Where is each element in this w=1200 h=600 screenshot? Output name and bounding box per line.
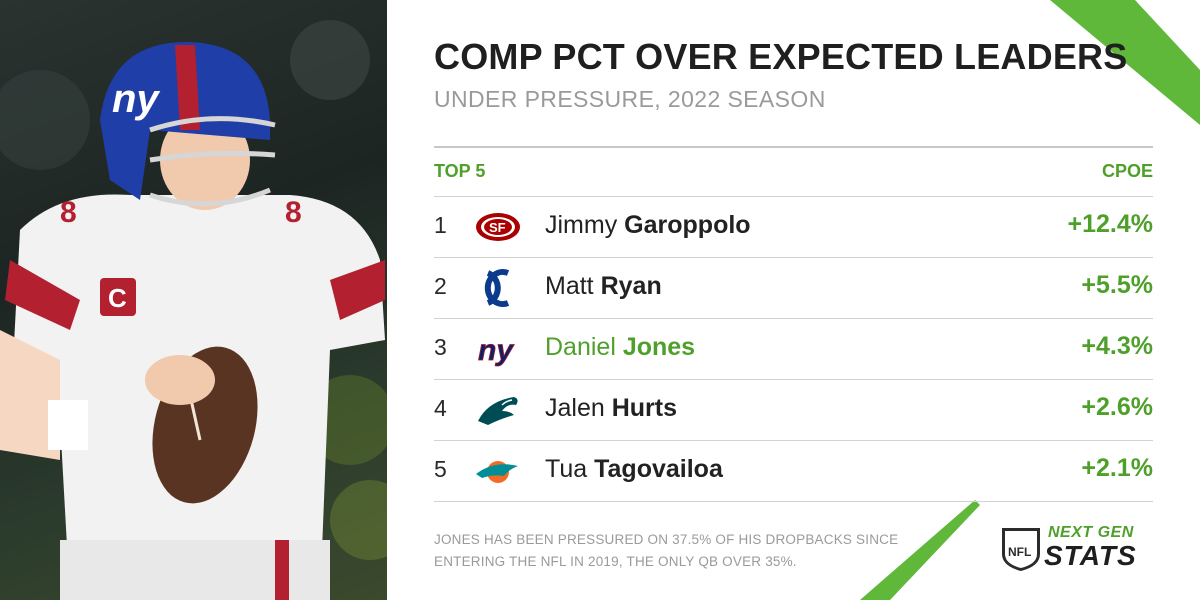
brand-next-gen: NEXT GEN <box>1048 524 1134 541</box>
table-header-top5: TOP 5 <box>434 161 486 181</box>
cpoe-value: +2.1% <box>1081 454 1153 482</box>
table-header-cpoe: CPOE <box>1101 161 1153 181</box>
header-divider <box>434 146 1153 148</box>
nfl-shield-text: NFL <box>1008 545 1031 559</box>
svg-text:ny: ny <box>478 334 514 367</box>
player-last-name: Hurts <box>611 394 678 422</box>
player-name: Jalen Hurts <box>545 394 677 423</box>
page-title: COMP PCT OVER EXPECTED LEADERS <box>434 36 1128 77</box>
49ers-logo-icon: SF <box>476 213 520 241</box>
table-row: 1 SF Jimmy Garoppolo +12.4% <box>434 196 1153 257</box>
player-last-name: Tagovailoa <box>594 455 723 483</box>
shoulder-number-left: 8 <box>60 196 77 229</box>
table-row: 5 Tua Tagovailoa +2.1% <box>434 440 1153 502</box>
rank: 1 <box>434 212 447 238</box>
cpoe-value: +5.5% <box>1081 271 1153 299</box>
player-name: Matt Ryan <box>545 272 662 301</box>
player-last-name: Jones <box>622 333 696 361</box>
player-first-name: Jimmy <box>545 211 618 239</box>
player-first-name: Jalen <box>545 394 605 422</box>
footnote: JONES HAS BEEN PRESSURED ON 37.5% OF HIS… <box>434 532 899 569</box>
player-name: Tua Tagovailoa <box>545 455 723 484</box>
captain-patch <box>100 278 136 316</box>
brand-stats: STATS <box>1044 540 1137 571</box>
table-row: 4 Jalen Hurts +2.6% <box>434 379 1153 440</box>
shoulder-number-right: 8 <box>285 196 302 229</box>
dolphins-logo-icon <box>476 461 518 483</box>
corner-accent-top <box>1050 0 1200 125</box>
table-row: 2 Matt Ryan +5.5% <box>434 257 1153 318</box>
rank: 3 <box>434 334 447 360</box>
cpoe-value: +4.3% <box>1081 332 1153 360</box>
rank: 2 <box>434 273 447 299</box>
rank: 4 <box>434 395 447 421</box>
leaders-table: 1 SF Jimmy Garoppolo +12.4% 2 Matt Ryan … <box>434 196 1153 502</box>
player-name: Daniel Jones <box>545 333 695 362</box>
page-subtitle: UNDER PRESSURE, 2022 SEASON <box>434 86 826 112</box>
colts-logo-icon <box>484 269 510 307</box>
table-row-highlighted: 3 ny Daniel Jones +4.3% <box>434 318 1153 379</box>
nfl-shield-icon: NFL <box>1002 528 1040 571</box>
helmet-logo-text: ny <box>112 77 160 121</box>
giants-logo-icon: ny <box>478 334 515 368</box>
player-photo: 8 8 C ny <box>0 0 387 600</box>
svg-text:SF: SF <box>489 220 506 235</box>
player-first-name: Tua <box>545 455 588 483</box>
quarterback-illustration: 8 8 C ny <box>0 20 387 600</box>
cpoe-value: +12.4% <box>1067 210 1154 238</box>
player-first-name: Matt <box>545 272 594 300</box>
player-last-name: Garoppolo <box>624 211 751 239</box>
captain-patch-letter: C <box>108 283 127 313</box>
player-name: Jimmy Garoppolo <box>545 211 751 240</box>
eagles-logo-icon <box>478 397 518 425</box>
player-last-name: Ryan <box>600 272 662 300</box>
rank: 5 <box>434 456 447 482</box>
cpoe-value: +2.6% <box>1081 393 1153 421</box>
corner-accent-bottom <box>860 500 980 600</box>
player-first-name: Daniel <box>545 333 616 361</box>
